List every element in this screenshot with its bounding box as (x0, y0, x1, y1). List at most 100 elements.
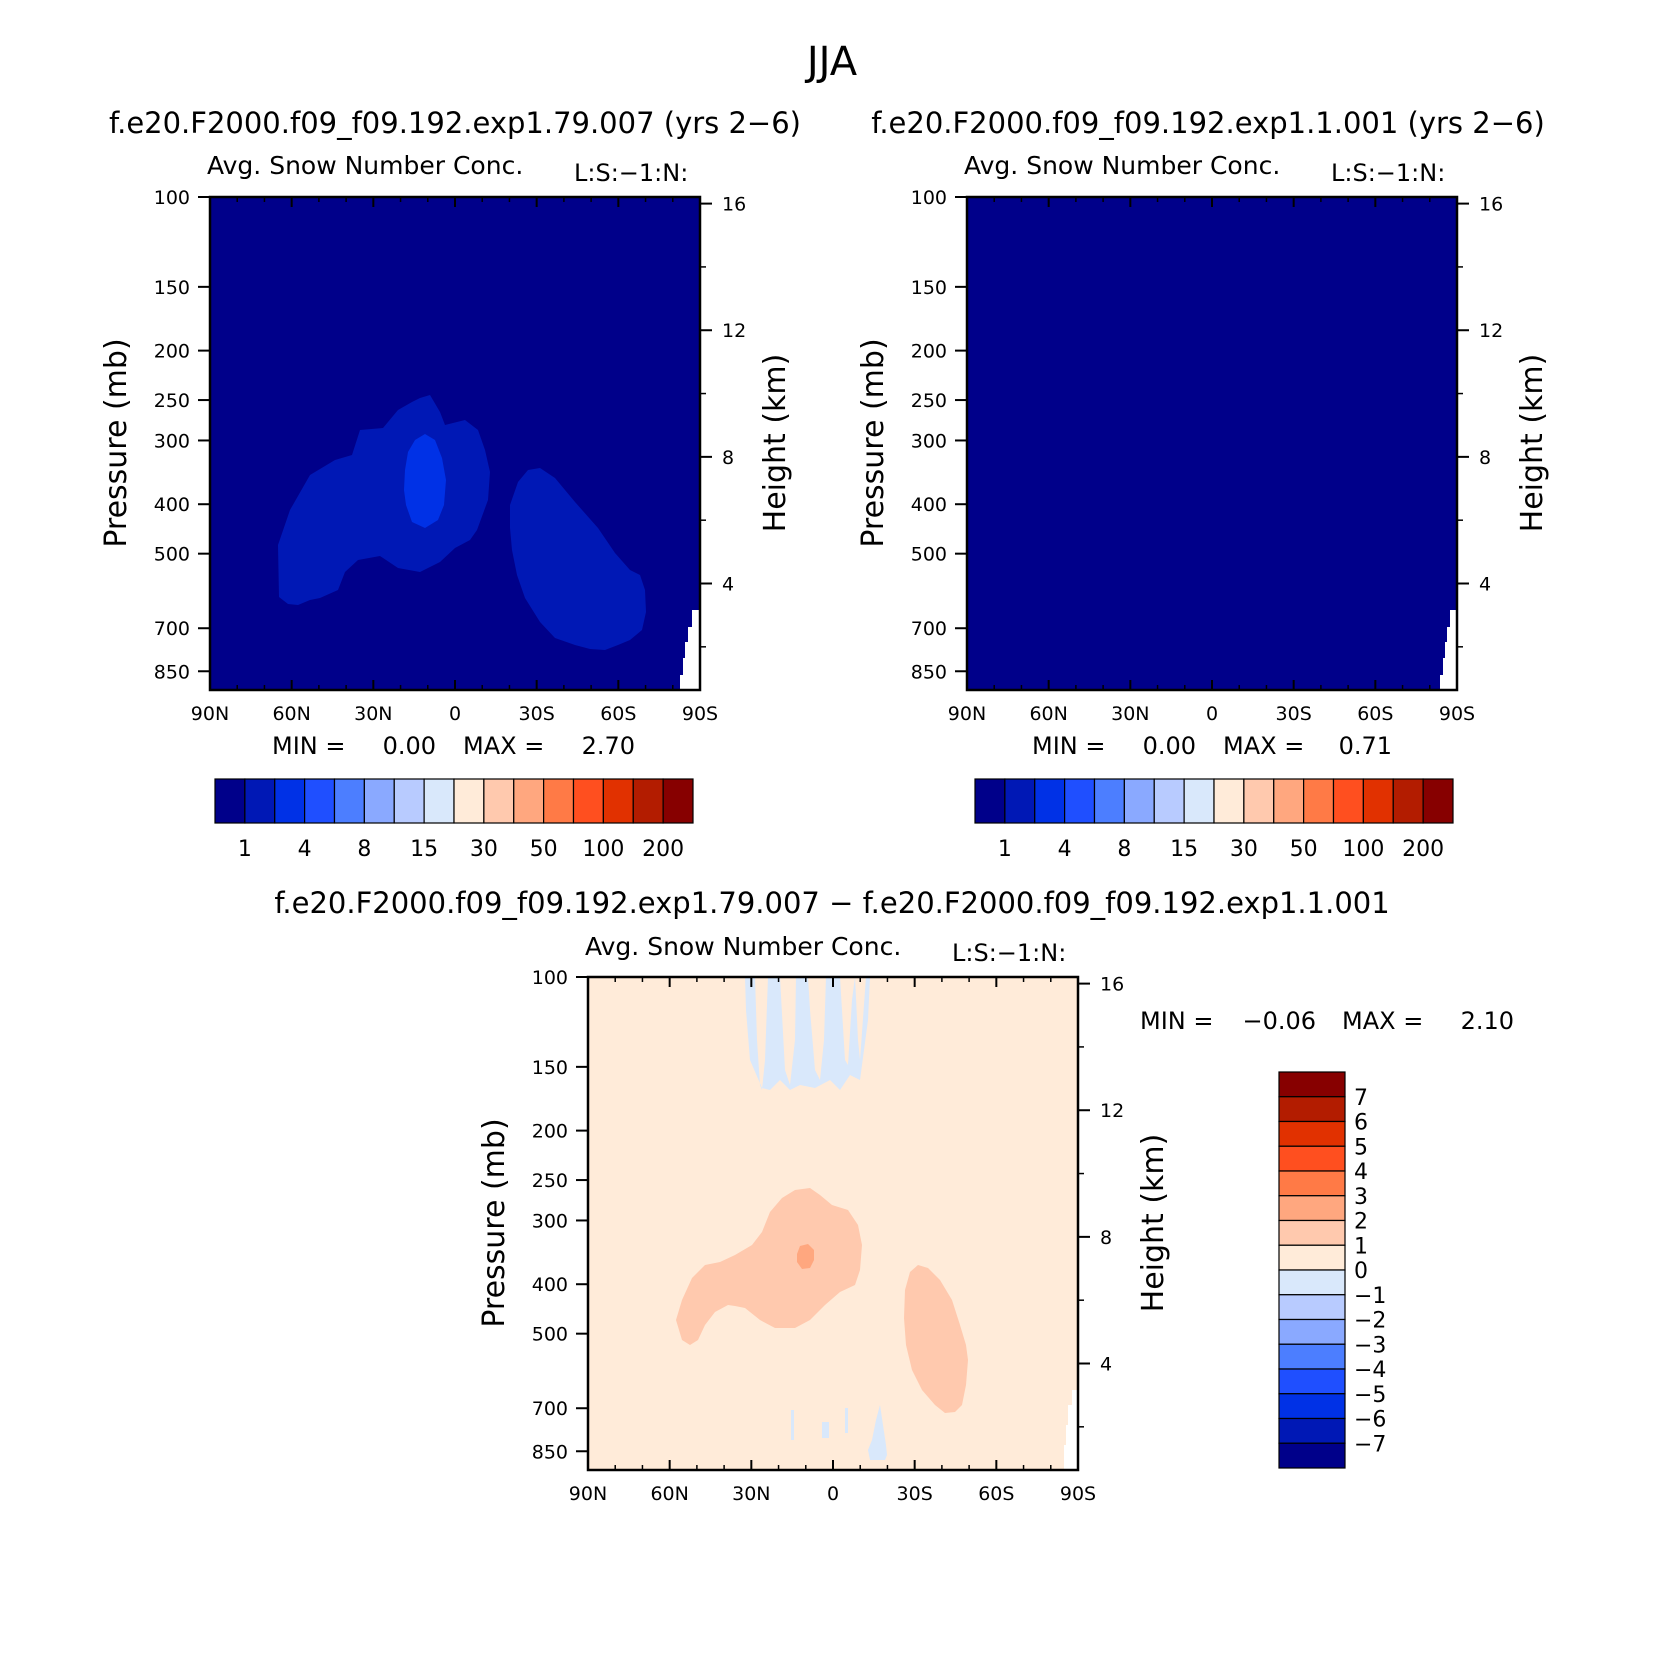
panel-3-missing-data (1064, 1390, 1078, 1470)
panel-1-colorbar-swatch (393, 778, 425, 824)
panel-2-ptick-label: 700 (911, 618, 947, 640)
panel-2-min-label: MIN = (1032, 732, 1105, 760)
panel-2-colorbar-label: 100 (1342, 837, 1384, 862)
panel-3-colorbar-swatch (1278, 1294, 1346, 1321)
figure-title: JJA (804, 39, 858, 85)
panel-2-colorbar-swatch (1392, 778, 1424, 824)
panel-1-colorbar-swatch (333, 778, 365, 824)
panel-3-ptick-label: 400 (532, 1274, 568, 1296)
panel-3-max-label: MAX = (1342, 1007, 1423, 1035)
panel-1-colorbar-label: 8 (357, 837, 371, 862)
panel-3-htick-label: 8 (1100, 1227, 1112, 1249)
panel-2-field (967, 197, 1457, 690)
panel-2-colorbar-swatch (1093, 778, 1125, 824)
panel-3-colorbar-swatch (1278, 1145, 1346, 1172)
panel-2-xtick-label: 30S (1276, 703, 1312, 725)
panel-3-header: f.e20.F2000.f09_f09.192.exp1.79.007 − f.… (274, 886, 1389, 920)
panel-3-colorbar-label: −2 (1354, 1309, 1386, 1334)
panel-2-ptick-label: 850 (911, 661, 947, 683)
panel-2-units: L:S:−1:N: (1331, 159, 1445, 187)
panel-1-colorbar-label: 100 (582, 837, 624, 862)
panel-3-colorbar-swatch (1278, 1318, 1346, 1345)
panel-3-colorbar-swatch (1278, 1343, 1346, 1370)
panel-1-max-value: 2.70 (582, 732, 635, 760)
panel-3-xtick-label: 60S (978, 1483, 1014, 1505)
panel-2-xtick-label: 0 (1206, 703, 1218, 725)
panel-3-xtick-label: 60N (650, 1483, 688, 1505)
panel-2: f.e20.F2000.f09_f09.192.exp1.1.001 (yrs … (856, 106, 1550, 862)
panel-1-ptick-label: 200 (154, 341, 190, 363)
panel-3-ptick-label: 500 (532, 1324, 568, 1346)
panel-3-colorbar-label: −5 (1354, 1383, 1386, 1408)
panel-1-colorbar-swatch (602, 778, 634, 824)
panel-3-positive-core (797, 1244, 814, 1269)
panel-2-colorbar-swatch (1123, 778, 1155, 824)
panel-3-ptick-label: 100 (532, 967, 568, 989)
panel-1-ticks: 90N 60N 30N 0 30S 60S 90S 100 150 200 250 300 400 500… (154, 187, 746, 725)
panel-3-ptick-label: 200 (532, 1121, 568, 1143)
panel-2-xtick-label: 60N (1029, 703, 1067, 725)
panel-1-htick-label: 16 (722, 194, 746, 216)
panel-1-colorbar-swatch (214, 778, 246, 824)
panel-1-htick-label: 8 (722, 447, 734, 469)
panel-2-htick-label: 12 (1479, 320, 1503, 342)
panel-2-colorbar-swatch (1183, 778, 1215, 824)
panel-2-ptick-label: 150 (911, 277, 947, 299)
panel-1-colorbar-label: 1 (238, 837, 252, 862)
panel-2-colorbar-swatch (1243, 778, 1275, 824)
panel-3-field (588, 977, 1078, 1470)
panel-1-htick-label: 4 (722, 574, 734, 596)
panel-3-colorbar-label: 0 (1354, 1259, 1368, 1284)
panel-1-ptick-label: 300 (154, 430, 190, 452)
panel-3-xtick-label: 30S (897, 1483, 933, 1505)
panel-3-max-value: 2.10 (1461, 1007, 1514, 1035)
panel-1-colorbar-label: 4 (298, 837, 312, 862)
panel-1-ptick-label: 150 (154, 277, 190, 299)
panel-3-positive-level-1-sh (904, 1265, 968, 1413)
panel-1-colorbar-swatch (304, 778, 336, 824)
panel-2-colorbar-label: 1 (998, 837, 1012, 862)
panel-1-colorbar-swatch (453, 778, 485, 824)
panel-2-colorbar-swatch (1034, 778, 1066, 824)
panel-3-negative-upper (745, 977, 870, 1090)
panel-3-colorbar-label: 4 (1354, 1160, 1368, 1185)
panel-2-colorbar-swatch (1213, 778, 1245, 824)
panel-3-colorbar-swatch (1278, 1120, 1346, 1147)
panel-1-min-value: 0.00 (383, 732, 436, 760)
panel-3-colorbar-swatch (1278, 1170, 1346, 1197)
panel-2-htick-label: 4 (1479, 574, 1491, 596)
panel-1-colorbar: 1 4 8 15 30 50 100 200 (214, 778, 694, 862)
panel-3-colorbar-swatch (1278, 1195, 1346, 1222)
panel-1-colorbar-swatch (483, 778, 515, 824)
panel-2-colorbar-label: 8 (1117, 837, 1131, 862)
panel-3-colorbar-swatch (1278, 1219, 1346, 1246)
panel-1-xtick-label: 30S (519, 703, 555, 725)
panel-3-colorbar-swatch (1278, 1269, 1346, 1296)
panel-1-ylabel-right: Height (km) (758, 354, 793, 533)
panel-1: f.e20.F2000.f09_f09.192.exp1.79.007 (yrs… (99, 106, 801, 862)
panel-3-ptick-label: 300 (532, 1210, 568, 1232)
panel-2-xtick-label: 60S (1357, 703, 1393, 725)
panel-3-colorbar-swatch (1278, 1368, 1346, 1395)
panel-2-ylabel-left: Pressure (mb) (856, 338, 891, 547)
panel-2-max-label: MAX = (1223, 732, 1304, 760)
panel-2-xtick-label: 90S (1439, 703, 1475, 725)
panel-3-colorbar-label: −1 (1354, 1284, 1386, 1309)
panel-2-missing-data (1440, 610, 1457, 690)
panel-1-contour-level-1b (510, 468, 646, 650)
panel-1-min-label: MIN = (272, 732, 345, 760)
panel-3-colorbar-swatch (1278, 1442, 1346, 1469)
panel-1-xtick-label: 90N (191, 703, 229, 725)
panel-2-xtick-label: 90N (948, 703, 986, 725)
panel-1-colorbar-label: 200 (642, 837, 684, 862)
panel-3: f.e20.F2000.f09_f09.192.exp1.79.007 − f.… (274, 886, 1514, 1505)
panel-2-colorbar-swatch (1332, 778, 1364, 824)
panel-2-ylabel-right: Height (km) (1515, 354, 1550, 533)
panel-3-htick-label: 4 (1100, 1354, 1112, 1376)
panel-1-title: Avg. Snow Number Conc. (207, 151, 523, 180)
panel-3-htick-label: 16 (1100, 974, 1124, 996)
panel-3-colorbar-swatch (1278, 1244, 1346, 1271)
panel-3-htick-label: 12 (1100, 1100, 1124, 1122)
panel-1-colorbar-label: 50 (530, 837, 558, 862)
panel-1-colorbar-swatch (572, 778, 604, 824)
